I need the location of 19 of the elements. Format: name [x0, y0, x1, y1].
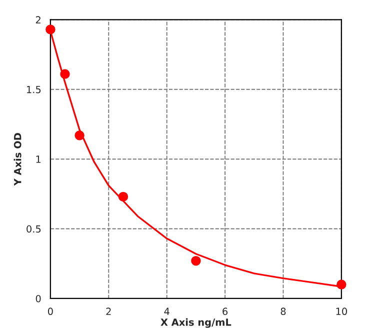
- x-axis-title: X Axis ng/mL: [160, 318, 232, 328]
- y-tick-label: 1.5: [27, 86, 41, 94]
- x-tick-label: 4: [164, 308, 170, 315]
- y-tick-label: 0: [36, 294, 41, 302]
- y-tick-label: 2: [36, 16, 40, 24]
- x-tick-label: 2: [106, 308, 111, 315]
- point: [74, 130, 84, 140]
- y-tick-label: 1: [36, 156, 41, 163]
- y-axis-title: Y Axis OD: [14, 133, 22, 186]
- point: [118, 192, 128, 202]
- point: [336, 280, 346, 290]
- x-tick-label: 8: [280, 308, 286, 316]
- y-tick-label: 0.5: [26, 225, 41, 233]
- x-tick-label: 6: [222, 308, 228, 316]
- x-tick-label: 10: [336, 308, 347, 316]
- point: [46, 24, 56, 34]
- point: [191, 256, 201, 266]
- point: [60, 69, 70, 79]
- x-tick-label: 0: [48, 308, 53, 316]
